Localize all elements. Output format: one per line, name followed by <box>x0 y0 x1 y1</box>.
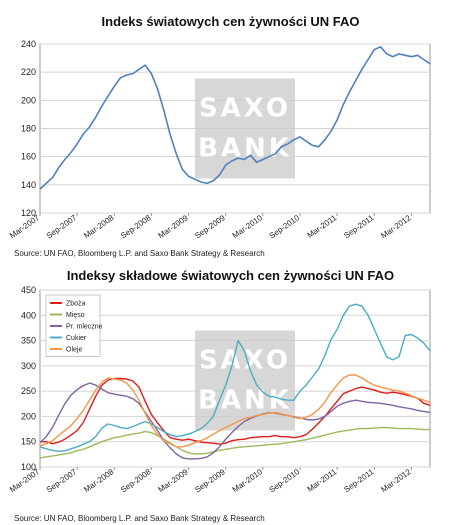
watermark-logo <box>195 78 295 179</box>
x-tick-label: Mar-2011 <box>306 467 339 494</box>
series-line-mi-so <box>39 426 430 459</box>
x-tick-label: Sep-2011 <box>342 213 376 240</box>
series-line-cukier <box>39 303 431 453</box>
x-tick-label: Mar-2010 <box>231 213 265 240</box>
y-tick-label: 400 <box>21 310 36 320</box>
series-line-pr-mleczne <box>39 382 431 460</box>
food-subindex-panel: 100 150 200 250 300 350 400 450 Mar-2007 Sep-2007… <box>0 262 461 525</box>
legend-label: Zboża <box>66 301 86 308</box>
x-tick-label: Sep-2008 <box>119 213 153 241</box>
y-tick-label: 450 <box>21 285 36 295</box>
food-price-index-panel: 120 140 160 180 200 220 240 Mar-2007 Sep-2007 Mar… <box>0 0 461 262</box>
legend-label: Oleje <box>66 347 82 354</box>
y-tick-label: 150 <box>21 437 36 447</box>
x-tick-label: Mar-2012 <box>379 213 413 240</box>
x-tick-label: Sep-2010 <box>268 213 302 241</box>
chart-title: Indeksy składowe światowych cen żywności… <box>66 268 395 283</box>
x-tick-label: Mar-2012 <box>379 467 413 494</box>
x-tick-label: Sep-2011 <box>342 467 376 494</box>
y-tick-label: 350 <box>21 336 36 346</box>
legend-label: Mięso <box>66 312 85 319</box>
watermark-text: SAXO <box>199 346 291 376</box>
y-tick-label: 220 <box>21 67 36 77</box>
y-tick-label: 240 <box>21 39 36 49</box>
x-tick-label: Sep-2010 <box>268 467 302 495</box>
x-tick-label: Sep-2009 <box>193 467 227 495</box>
x-tick-label: Mar-2008 <box>82 467 116 494</box>
y-tick-label: 200 <box>21 95 36 105</box>
y-tick-label: 250 <box>21 386 36 396</box>
x-tick-label: Sep-2007 <box>45 213 79 241</box>
x-tick-label: Mar-2008 <box>82 213 116 240</box>
chart-title: Indeks światowych cen żywności UN FAO <box>101 14 360 29</box>
x-tick-label: Mar-2011 <box>306 213 339 240</box>
y-tick-label: 160 <box>21 152 36 162</box>
series-line-zbo-a <box>40 377 431 445</box>
series-line-0 <box>39 45 431 190</box>
chart-source: Source: UN FAO, Bloomberg L.P. and Saxo … <box>14 514 265 523</box>
x-tick-label: Sep-2009 <box>193 213 227 241</box>
x-tick-label: Sep-2007 <box>45 467 79 495</box>
chart-source: Source: UN FAO, Bloomberg L.P. and Saxo … <box>14 249 265 258</box>
watermark-text: BANK <box>198 386 292 416</box>
y-tick-label: 120 <box>21 208 36 218</box>
x-tick-label: Mar-2009 <box>157 213 191 240</box>
y-tick-label: 180 <box>21 124 36 134</box>
legend-label: Pr. mleczne <box>66 324 103 331</box>
y-tick-label: 100 <box>21 462 36 472</box>
y-tick-label: 140 <box>21 180 36 190</box>
series-line-oleje <box>39 374 431 448</box>
watermark-text: SAXO <box>199 94 291 124</box>
y-tick-label: 200 <box>21 411 36 421</box>
y-tick-label: 300 <box>21 361 36 371</box>
legend-label: Cukier <box>66 335 87 342</box>
x-tick-label: Sep-2008 <box>119 467 153 495</box>
x-tick-label: Mar-2009 <box>157 467 191 494</box>
x-tick-label: Mar-2010 <box>231 467 265 494</box>
